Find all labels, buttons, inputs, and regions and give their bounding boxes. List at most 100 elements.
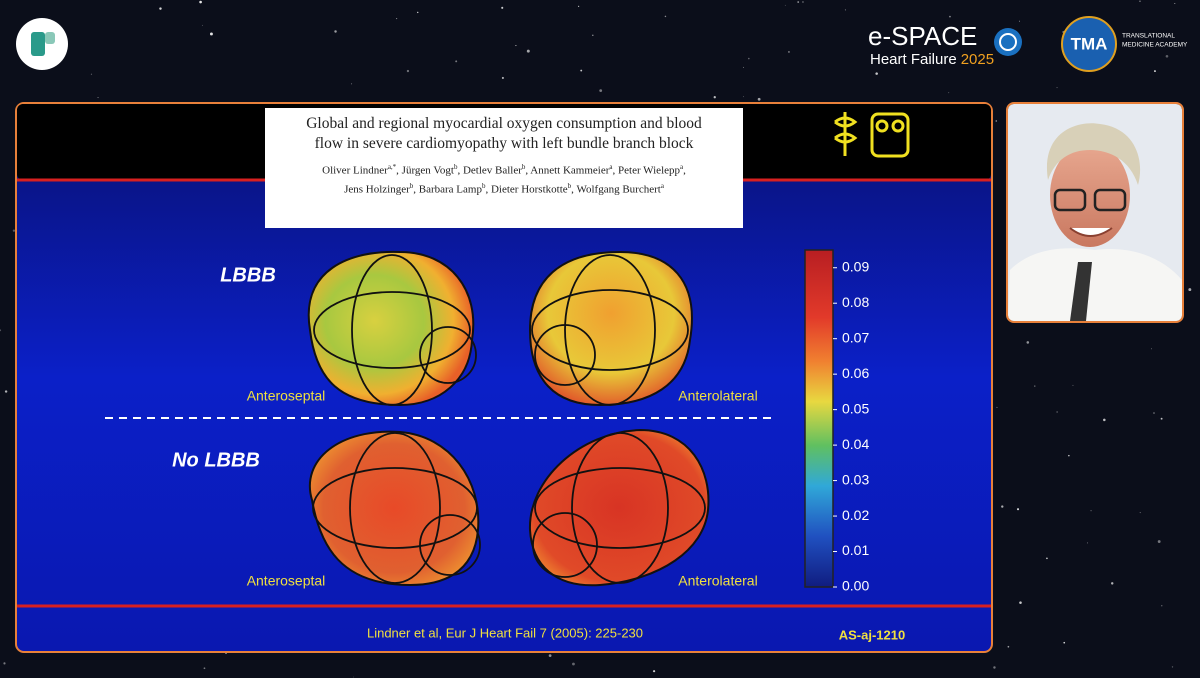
star <box>159 7 162 10</box>
star <box>1150 348 1152 350</box>
star <box>1063 641 1066 644</box>
author-name: Jens Holzinger <box>344 183 410 196</box>
slide-code: AS-aj-1210 <box>839 627 905 642</box>
author-name: Wolfgang Burchert <box>576 183 661 196</box>
star <box>352 676 354 678</box>
academy-name: MEDICINE ACADEMY <box>1122 42 1188 49</box>
star <box>1111 582 1114 585</box>
colorbar-tick-label: 0.08 <box>842 294 869 310</box>
star <box>12 229 16 232</box>
author-affiliation: b <box>453 163 458 171</box>
star <box>949 15 951 18</box>
star <box>599 89 603 93</box>
author-separator: , <box>525 164 529 177</box>
group-label: No LBBB <box>172 449 260 471</box>
brand-subtitle: Heart Failure 2025 <box>870 51 994 68</box>
video-frame <box>1006 102 1184 323</box>
star <box>1160 417 1163 420</box>
star <box>592 34 594 36</box>
star <box>1068 454 1070 457</box>
author-name: Barbara Lamp <box>418 183 482 196</box>
author-separator: , <box>396 164 399 177</box>
colorbar-tick-label: 0.00 <box>842 578 869 594</box>
star <box>993 666 996 669</box>
app-logo-mark <box>31 32 45 56</box>
author-affiliation: b <box>481 181 486 190</box>
view-label: Anterolateral <box>678 573 757 589</box>
star <box>351 83 353 85</box>
author-affiliation: b <box>567 181 572 190</box>
star <box>747 57 750 60</box>
author-affiliation: a <box>609 163 613 171</box>
speaker-tie <box>1070 262 1092 321</box>
star <box>1087 542 1089 544</box>
colorbar-tick-label: 0.01 <box>842 542 869 558</box>
author-name: Dieter Horstkotte <box>490 183 568 196</box>
star <box>1139 0 1141 2</box>
star <box>203 667 206 670</box>
star <box>844 9 846 11</box>
group-label: LBBB <box>220 264 276 286</box>
star <box>4 390 8 393</box>
star <box>455 60 458 63</box>
colorbar <box>804 249 834 588</box>
author-name: Annett Kammeier <box>530 164 610 177</box>
view-label: Anteroseptal <box>247 573 326 589</box>
speaker-glasses <box>1093 188 1127 212</box>
speaker-coat <box>1008 248 1182 321</box>
star <box>578 5 580 7</box>
speaker-face <box>1050 143 1130 247</box>
speaker-hair <box>1046 123 1141 185</box>
star <box>802 1 804 3</box>
star <box>501 6 504 9</box>
star <box>996 406 998 408</box>
star <box>1165 54 1169 58</box>
star <box>1154 70 1156 73</box>
star <box>580 69 583 72</box>
labels: LBBB Anteroseptal Anterolateral No LBBB Ante… <box>172 264 758 588</box>
brand-subtitle-text: Heart Failure <box>870 51 957 68</box>
author-line: Oliver Lindnera,*, Jürgen Vogtb, Detlev … <box>279 160 729 179</box>
star <box>1046 557 1048 560</box>
star <box>396 18 398 20</box>
speaker-smile <box>1069 227 1113 237</box>
star <box>1153 412 1155 414</box>
star <box>572 662 575 666</box>
heart-map <box>528 250 693 407</box>
author-affiliation: a <box>680 163 684 171</box>
star <box>1161 605 1163 607</box>
paper-authors: Oliver Lindnera,*, Jürgen Vogtb, Detlev … <box>279 160 729 197</box>
star <box>515 45 517 47</box>
slide <box>15 102 993 653</box>
star <box>784 4 786 6</box>
star <box>995 120 998 122</box>
author-separator: , <box>413 183 416 196</box>
colorbar-ticks: 0.09 0.08 0.07 0.06 0.05 0.04 0.03 0.02 0.01 0.00 <box>833 258 869 594</box>
star <box>1034 385 1036 387</box>
colorbar-tick-label: 0.07 <box>842 329 869 345</box>
colorbar-tick-label: 0.03 <box>842 471 869 487</box>
star <box>1103 418 1106 422</box>
star <box>1056 87 1058 89</box>
brand-year: 2025 <box>961 51 994 68</box>
author-separator: , <box>612 164 616 177</box>
speaker-video <box>1006 102 1184 323</box>
author-line: Jens Holzingerb, Barbara Lampb, Dieter H… <box>279 179 729 198</box>
speaker-glasses <box>1053 188 1087 212</box>
star <box>1174 2 1176 4</box>
star <box>742 96 744 98</box>
star <box>1026 341 1030 344</box>
author-separator: , <box>457 164 461 177</box>
star <box>875 72 878 75</box>
app-logo-mark <box>45 32 55 44</box>
author-separator: , <box>485 183 489 196</box>
star <box>1001 505 1004 508</box>
view-label: Anterolateral <box>678 388 757 404</box>
author-name: Detlev Baller <box>462 164 522 177</box>
author-name: Jürgen Vogt <box>401 164 454 177</box>
heart-map <box>307 250 475 407</box>
star <box>757 97 761 101</box>
star <box>201 24 203 26</box>
